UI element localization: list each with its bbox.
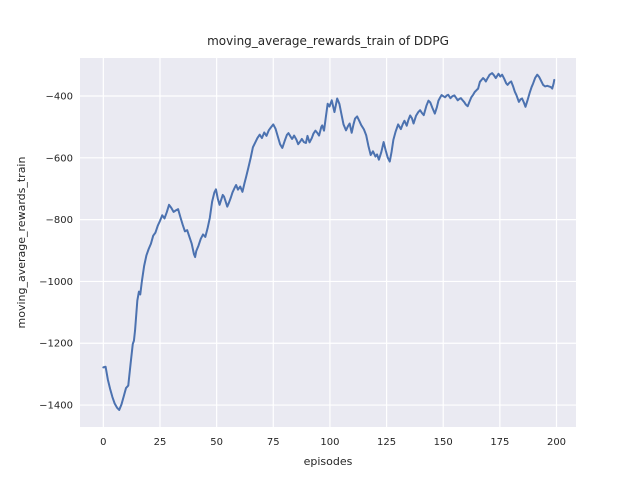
x-tick-label: 150 <box>434 437 453 448</box>
y-tick-labels: −400 −600 −800 −1000 −1200 −1400 <box>39 92 73 412</box>
y-axis-label: moving_average_rewards_train <box>15 157 28 329</box>
y-tick-label: −400 <box>46 92 73 103</box>
y-tick-label: −1400 <box>39 401 73 412</box>
x-tick-label: 100 <box>320 437 339 448</box>
y-tick-label: −800 <box>46 215 73 226</box>
gridlines <box>80 58 576 427</box>
x-tick-label: 200 <box>547 437 566 448</box>
x-tick-label: 50 <box>210 437 223 448</box>
x-tick-label: 0 <box>100 437 106 448</box>
x-axis-label: episodes <box>304 455 353 468</box>
y-tick-label: −600 <box>46 153 73 164</box>
x-tick-label: 75 <box>267 437 280 448</box>
x-tick-labels: 0 25 50 75 100 125 150 175 200 <box>100 437 566 448</box>
x-tick-label: 25 <box>154 437 167 448</box>
series-line <box>102 72 556 411</box>
x-tick-label: 175 <box>490 437 509 448</box>
plot-area <box>80 58 576 427</box>
chart-title: moving_average_rewards_train of DDPG <box>207 34 449 48</box>
y-tick-label: −1000 <box>39 277 73 288</box>
x-tick-label: 125 <box>377 437 396 448</box>
y-tick-label: −1200 <box>39 339 73 350</box>
